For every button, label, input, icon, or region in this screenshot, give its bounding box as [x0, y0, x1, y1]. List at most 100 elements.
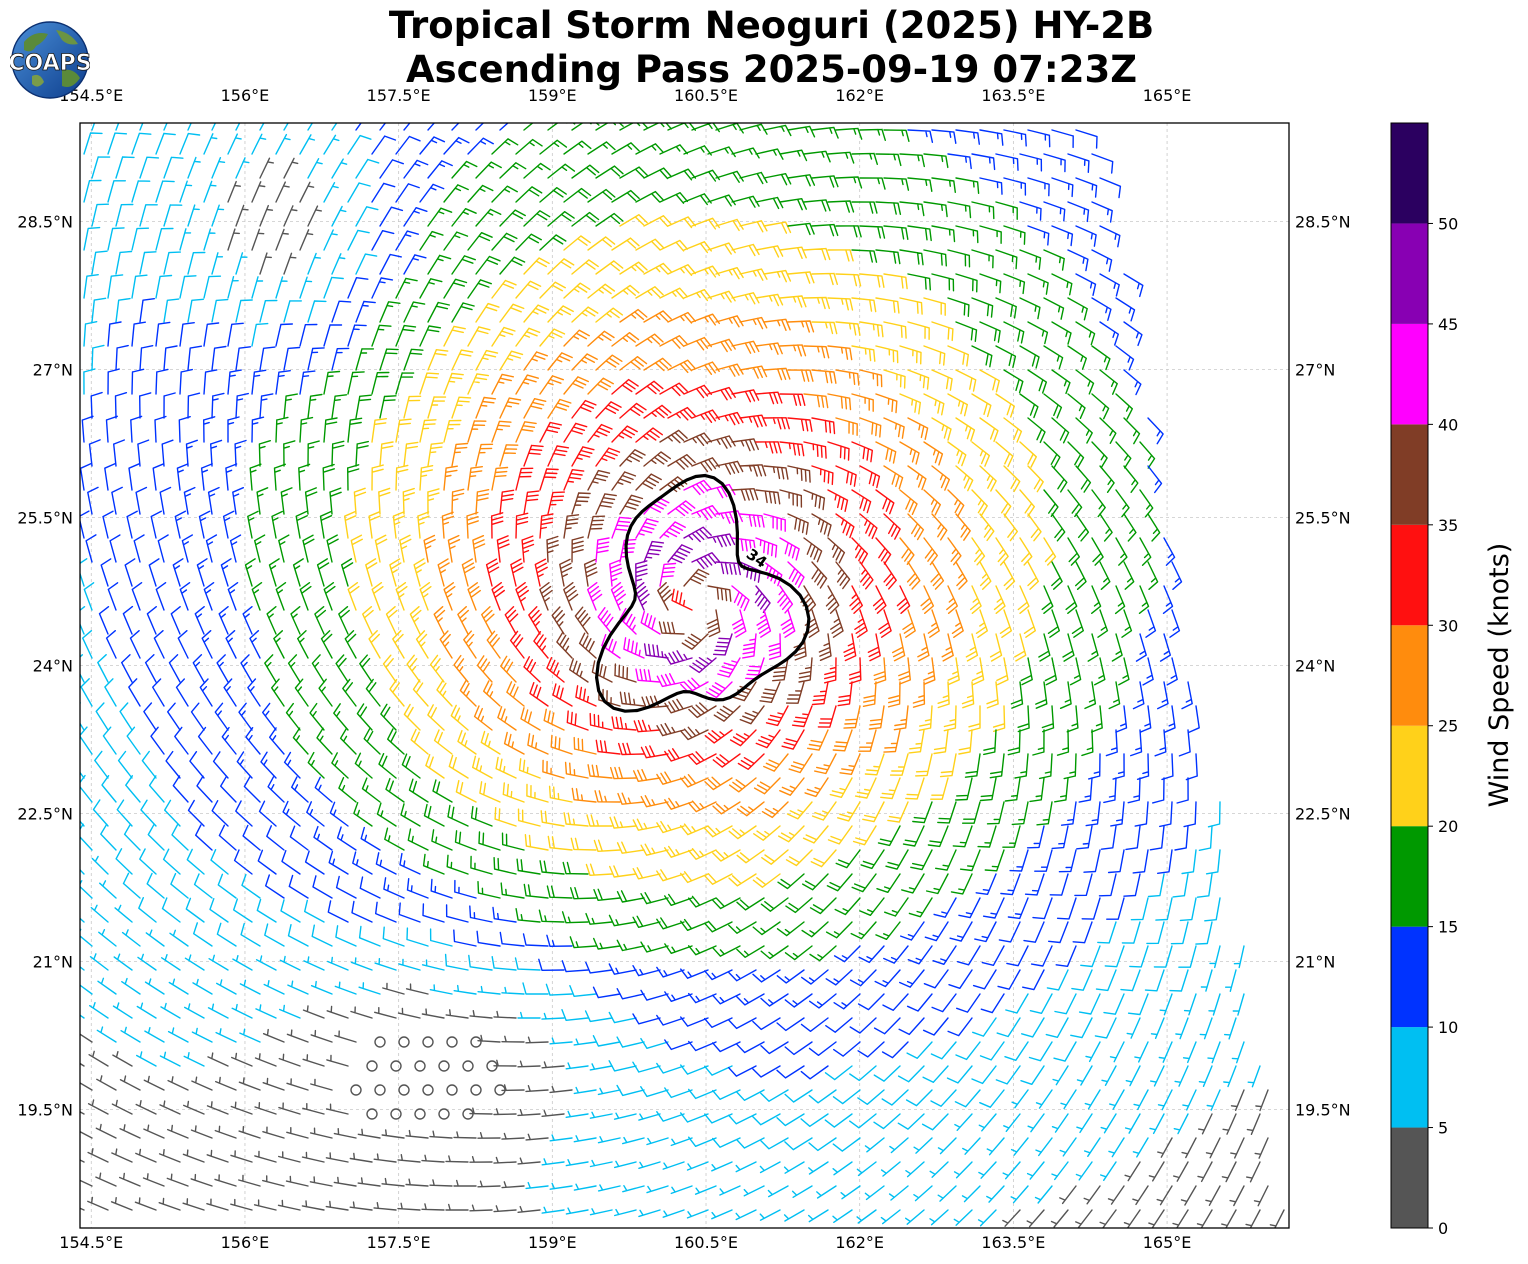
wind-barb	[251, 582, 263, 611]
wind-barb	[1169, 969, 1189, 992]
wind-barb	[203, 416, 216, 443]
wind-barb	[849, 1065, 877, 1082]
calm-marker	[350, 1084, 362, 1096]
wind-barb	[834, 897, 861, 916]
wind-barb	[147, 824, 165, 851]
wind-barb	[683, 432, 712, 446]
wind-barb	[504, 606, 519, 635]
wind-barb	[1108, 1137, 1125, 1158]
wind-barb	[230, 1101, 253, 1115]
wind-barb	[573, 1086, 597, 1095]
wind-barb	[238, 1126, 261, 1139]
wind-barb	[785, 897, 813, 914]
wind-barb	[961, 1185, 981, 1203]
wind-barb	[257, 849, 277, 875]
wind-barb	[659, 287, 688, 300]
x-tick-label-top: 157.5°E	[367, 86, 431, 105]
wind-barb	[222, 510, 235, 539]
wind-barb	[521, 535, 535, 563]
wind-barb	[707, 338, 736, 353]
wind-barb	[784, 945, 813, 961]
wind-barb	[739, 513, 765, 528]
wind-barb	[711, 1161, 733, 1172]
wind-barb	[122, 872, 141, 899]
wind-barb	[731, 243, 760, 257]
wind-barb	[382, 982, 405, 995]
wind-barb	[447, 804, 469, 827]
wind-barb	[1130, 897, 1149, 921]
wind-barb	[80, 558, 88, 587]
wind-barb	[203, 275, 222, 299]
wind-barb	[571, 353, 598, 371]
wind-barb	[883, 561, 897, 590]
wind-barb	[1019, 249, 1042, 270]
wind-barb	[423, 803, 445, 827]
wind-barb	[395, 230, 419, 251]
wind-barb	[476, 930, 501, 947]
wind-barb	[978, 1113, 997, 1132]
wind-barb	[728, 873, 757, 887]
wind-barb	[640, 610, 661, 635]
wind-barb	[486, 630, 501, 659]
wind-barb	[1123, 1209, 1141, 1228]
wind-barb	[501, 986, 525, 995]
wind-barb	[478, 831, 501, 851]
wind-barb	[233, 898, 253, 923]
wind-barb	[163, 123, 168, 131]
wind-barb	[930, 1041, 957, 1060]
wind-barb	[546, 657, 565, 683]
wind-barb	[587, 764, 613, 779]
wind-barb	[1205, 1185, 1221, 1206]
wind-barb	[491, 582, 505, 611]
wind-barb	[616, 890, 645, 903]
wind-barb	[441, 511, 455, 539]
wind-barb	[713, 633, 733, 656]
wind-barb	[640, 892, 669, 905]
wind-barb	[641, 695, 669, 709]
wind-barb	[164, 799, 181, 827]
wind-barb	[1204, 897, 1221, 922]
wind-barb	[161, 897, 181, 923]
wind-barb	[523, 398, 547, 419]
wind-barb	[1041, 585, 1054, 614]
wind-barb	[515, 186, 543, 203]
calm-marker	[366, 1060, 378, 1072]
wind-barb	[949, 921, 973, 942]
wind-barb	[85, 534, 97, 563]
wind-barb	[1043, 537, 1057, 566]
wind-barb	[962, 1137, 981, 1155]
wind-barb	[80, 1014, 85, 1019]
wind-barb	[1209, 945, 1221, 969]
wind-barb	[174, 510, 187, 539]
wind-barb	[238, 702, 253, 731]
colorbar-bin	[1391, 725, 1428, 827]
wind-barb	[517, 1060, 541, 1068]
wind-barb	[802, 873, 829, 891]
wind-barb	[875, 153, 902, 167]
coaps-logo: COAPS	[8, 20, 92, 100]
wind-barb	[1171, 561, 1183, 590]
wind-barb	[283, 157, 299, 179]
wind-barb	[1115, 489, 1130, 518]
wind-barb	[688, 895, 717, 908]
wind-barb	[931, 321, 954, 342]
wind-barb	[619, 449, 646, 467]
wind-barb	[515, 374, 539, 395]
wind-barb	[155, 582, 167, 611]
wind-barb	[667, 500, 696, 517]
wind-barb	[81, 415, 94, 443]
wind-barb	[1003, 369, 1024, 394]
wind-barb	[283, 751, 301, 779]
wind-barb	[114, 392, 128, 419]
wind-barb	[816, 1185, 837, 1199]
wind-barb	[688, 848, 717, 860]
wind-barb	[1043, 153, 1066, 173]
wind-barb	[609, 559, 623, 587]
wind-barb	[635, 380, 664, 395]
wind-barb	[864, 1137, 885, 1153]
wind-barb	[355, 300, 376, 323]
wind-barb	[379, 253, 402, 275]
wind-barb	[258, 800, 277, 827]
y-tick-label-left: 19.5°N	[17, 1101, 73, 1120]
wind-barb	[307, 252, 321, 275]
